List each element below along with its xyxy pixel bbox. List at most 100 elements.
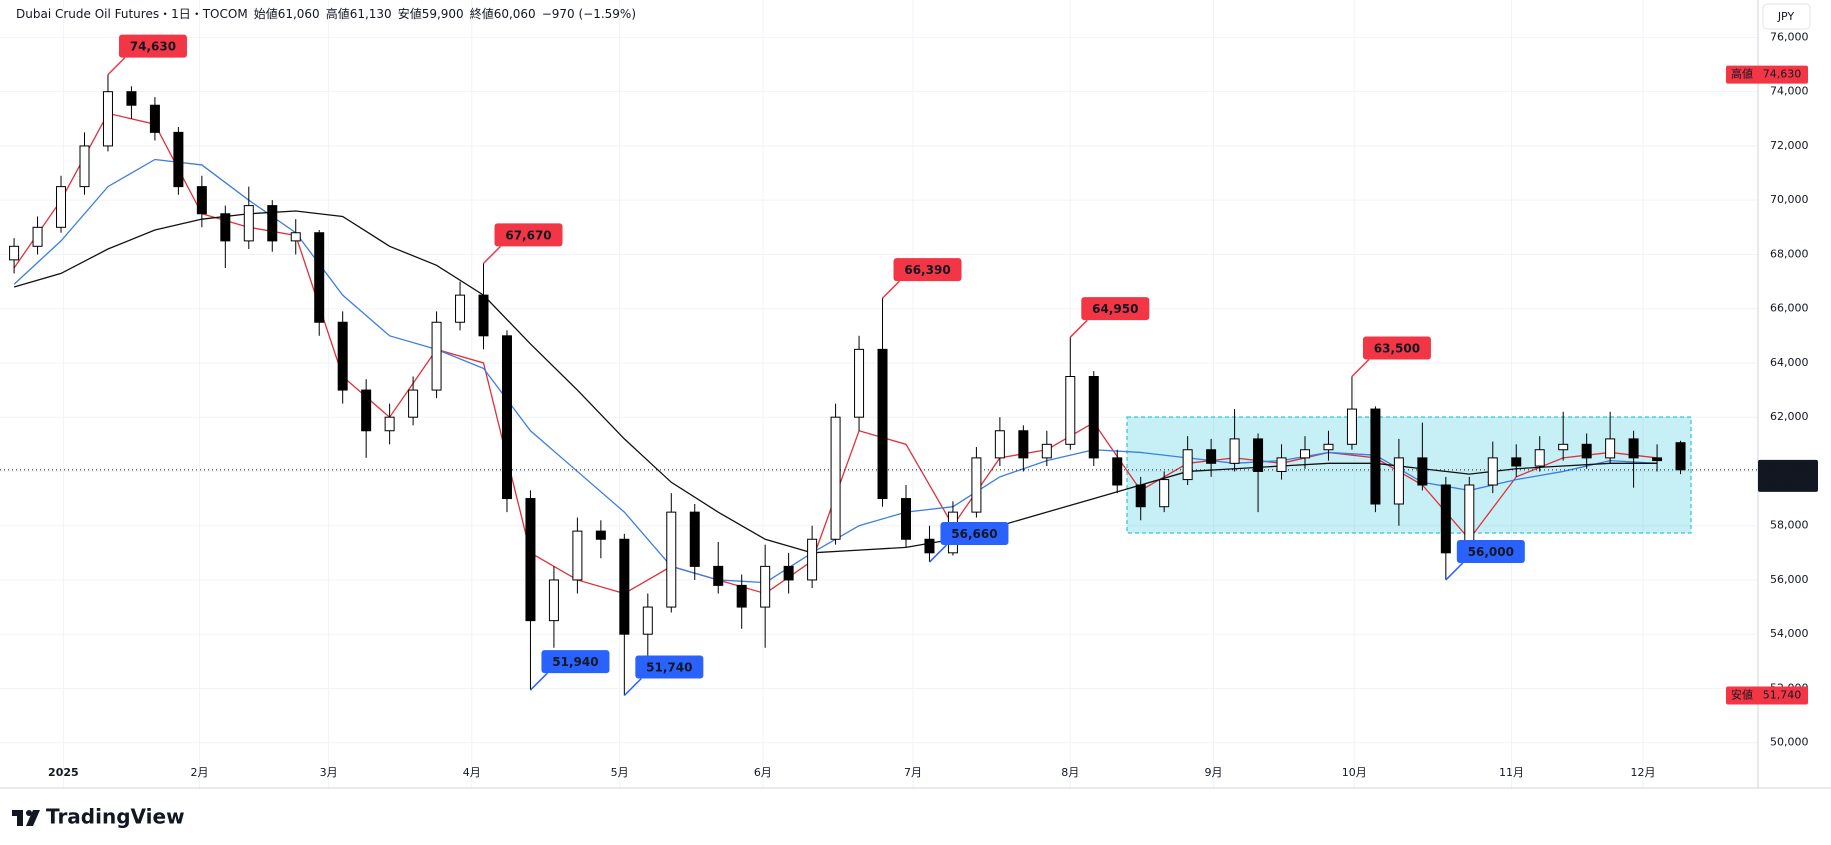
x-tick-label: 12月 [1630, 766, 1655, 779]
y-tick-label: 76,000 [1770, 30, 1809, 43]
annotation-label: 64,950 [1092, 302, 1138, 316]
logo-mark [17, 810, 23, 826]
annotation-label: 63,500 [1374, 342, 1420, 356]
y-tick-label: 58,000 [1770, 519, 1809, 532]
candle-body [267, 205, 278, 242]
candle-body [1041, 443, 1052, 459]
last-price-box [1758, 459, 1818, 492]
candle-body [1088, 376, 1099, 459]
annotation-box [893, 258, 962, 282]
y-tick-label: 70,000 [1770, 193, 1809, 206]
axis-marker-name: 高値 [1731, 67, 1753, 81]
x-tick-label: 10月 [1342, 766, 1367, 779]
annotation-label: 56,660 [951, 527, 997, 541]
candle-body [572, 530, 583, 581]
ohlc-change: −970 (−1.59%) [542, 7, 636, 21]
candle-body [1159, 479, 1170, 508]
moving-average [13, 210, 1658, 554]
candle-body [689, 511, 700, 567]
candle-body [1229, 438, 1240, 464]
x-tick-label: 5月 [611, 766, 629, 779]
candle-body [361, 389, 372, 432]
candle-body [1487, 457, 1498, 486]
ohlc-close: 終値60,060 [470, 6, 536, 21]
candle-body [548, 579, 559, 622]
annotation-box [1456, 539, 1525, 563]
candle-body [595, 530, 606, 540]
candle-body [337, 321, 348, 391]
candle-body [408, 389, 419, 418]
candle-body [619, 538, 630, 635]
x-tick-label: 2025 [48, 766, 79, 779]
candle-body [1018, 430, 1029, 459]
candle-body [854, 348, 865, 418]
candle-body [1370, 408, 1381, 505]
candle-body [1581, 443, 1592, 459]
candle-body [1511, 457, 1522, 467]
axis-marker [1726, 686, 1808, 705]
candle-body [924, 538, 935, 554]
candle-body [32, 226, 43, 247]
y-tick-label: 68,000 [1770, 247, 1809, 260]
candle-body [455, 294, 466, 323]
candle-body [1417, 457, 1428, 486]
candle-body [713, 565, 724, 586]
x-tick-label: 9月 [1204, 766, 1222, 779]
y-tick-label: 54,000 [1770, 627, 1809, 640]
candle-body [736, 584, 747, 608]
y-tick-label: 50,000 [1770, 736, 1809, 749]
candle-body [220, 213, 231, 242]
candle-body [1652, 457, 1663, 462]
annotation-pointer [881, 280, 901, 299]
y-tick-label: 72,000 [1770, 139, 1809, 152]
candle-body [314, 232, 325, 323]
candle-body [501, 335, 512, 500]
candle-body [1323, 443, 1334, 451]
annotation-pointer [529, 672, 548, 691]
candle-body [173, 131, 184, 188]
annotation-label: 56,000 [1468, 545, 1514, 559]
annotation-box [1362, 336, 1431, 360]
candle-body [1393, 457, 1404, 505]
candle-body [971, 457, 982, 513]
candle-body [1675, 442, 1686, 471]
annotation-pointer [623, 677, 642, 697]
candle-body [56, 186, 67, 228]
y-tick-label: 66,000 [1770, 302, 1809, 315]
last-price-label: 60,060 [1767, 461, 1810, 474]
candle-body [1276, 457, 1287, 472]
ohlc-open: 始値61,060 [254, 6, 320, 21]
axis-marker-label: 74,630 [1763, 68, 1802, 81]
candle-body [1534, 449, 1545, 467]
x-tick-label: 7月 [904, 766, 922, 779]
annotation-pointer [107, 57, 126, 76]
candle-body [807, 538, 818, 581]
candle-body [642, 606, 653, 635]
x-tick-label: 6月 [754, 766, 772, 779]
logo: TradingView [12, 805, 185, 829]
candle-body [1558, 443, 1569, 451]
ohlc-high: 高値61,130 [326, 6, 392, 21]
axis-marker-name: 安値 [1731, 688, 1753, 702]
symbol-title: Dubai Crude Oil Futures・1日・TOCOM [16, 7, 248, 21]
annotation-label: 66,390 [904, 263, 950, 277]
candle-body [1253, 438, 1264, 472]
currency-button[interactable] [1762, 3, 1811, 30]
x-tick-label: 3月 [320, 766, 338, 779]
annotation-box [118, 34, 187, 58]
x-tick-label: 11月 [1499, 766, 1524, 779]
candle-body [900, 498, 911, 540]
annotation-box [541, 650, 610, 674]
candle-body [525, 498, 536, 622]
ohlc-low: 安値59,900 [398, 6, 464, 21]
candle-body [384, 416, 395, 432]
y-tick-label: 64,000 [1770, 356, 1809, 369]
annotation-box [1081, 297, 1150, 321]
plot: 74,630 67,670 51,940 51,740 66,390 56,660 64,9… [0, 34, 1758, 697]
x-tick-label: 2月 [191, 766, 209, 779]
candle-body [830, 416, 841, 540]
currency[interactable]: JPY [1777, 10, 1795, 23]
candle-body [243, 205, 254, 242]
